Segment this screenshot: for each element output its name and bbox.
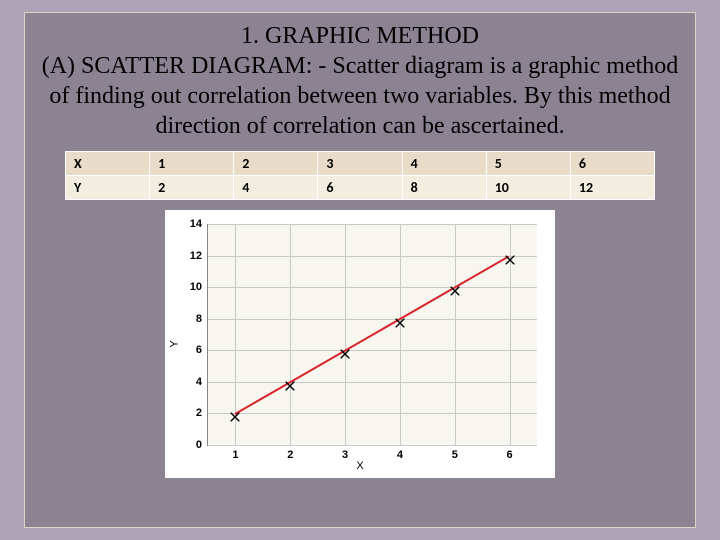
y-tick-label: 10	[190, 281, 208, 293]
gridline-v	[455, 224, 456, 445]
cell: 4	[234, 176, 318, 200]
cell: 6	[570, 152, 654, 176]
cell: 6	[318, 176, 402, 200]
y-tick-label: 6	[196, 344, 208, 356]
data-point-marker	[505, 251, 514, 260]
y-axis-title: Y	[169, 340, 181, 347]
data-point-marker	[450, 283, 459, 292]
cell: 2	[150, 176, 234, 200]
table-row: Y 2 4 6 8 10 12	[66, 176, 655, 200]
x-axis-title: X	[356, 460, 363, 472]
x-tick-label: 1	[232, 445, 238, 461]
gridline-v	[345, 224, 346, 445]
cell: 10	[486, 176, 570, 200]
data-point-marker	[341, 346, 350, 355]
gridline-h	[208, 413, 537, 414]
table-row: X 1 2 3 4 5 6	[66, 152, 655, 176]
title-line-2: (A) SCATTER DIAGRAM: - Scatter diagram i…	[42, 53, 679, 139]
cell: 12	[570, 176, 654, 200]
slide-panel: 1. GRAPHIC METHOD (A) SCATTER DIAGRAM: -…	[24, 12, 696, 528]
scatter-chart: Y X 02468101214123456	[165, 210, 555, 478]
title-line-1: 1. GRAPHIC METHOD	[241, 23, 479, 49]
data-point-marker	[231, 409, 240, 418]
x-tick-label: 5	[452, 445, 458, 461]
row-label-x: X	[66, 152, 150, 176]
cell: 1	[150, 152, 234, 176]
gridline-h	[208, 445, 537, 446]
y-tick-label: 0	[196, 439, 208, 451]
xy-data-table: X 1 2 3 4 5 6 Y 2 4 6 8 10 12	[65, 151, 655, 200]
x-tick-label: 2	[287, 445, 293, 461]
y-tick-label: 2	[196, 407, 208, 419]
slide-title: 1. GRAPHIC METHOD (A) SCATTER DIAGRAM: -…	[39, 21, 681, 141]
plot-area: 02468101214123456	[207, 224, 537, 446]
x-tick-label: 6	[507, 445, 513, 461]
data-point-marker	[395, 314, 404, 323]
x-tick-label: 4	[397, 445, 403, 461]
gridline-h	[208, 224, 537, 225]
cell: 8	[402, 176, 486, 200]
y-tick-label: 12	[190, 250, 208, 262]
gridline-h	[208, 256, 537, 257]
x-tick-label: 3	[342, 445, 348, 461]
cell: 5	[486, 152, 570, 176]
cell: 4	[402, 152, 486, 176]
gridline-h	[208, 287, 537, 288]
gridline-v	[400, 224, 401, 445]
trend-line	[235, 256, 510, 416]
data-point-marker	[286, 377, 295, 386]
y-tick-label: 4	[196, 376, 208, 388]
gridline-h	[208, 382, 537, 383]
cell: 3	[318, 152, 402, 176]
cell: 2	[234, 152, 318, 176]
gridline-v	[290, 224, 291, 445]
gridline-h	[208, 350, 537, 351]
y-tick-label: 14	[190, 218, 208, 230]
y-tick-label: 8	[196, 313, 208, 325]
row-label-y: Y	[66, 176, 150, 200]
gridline-h	[208, 319, 537, 320]
